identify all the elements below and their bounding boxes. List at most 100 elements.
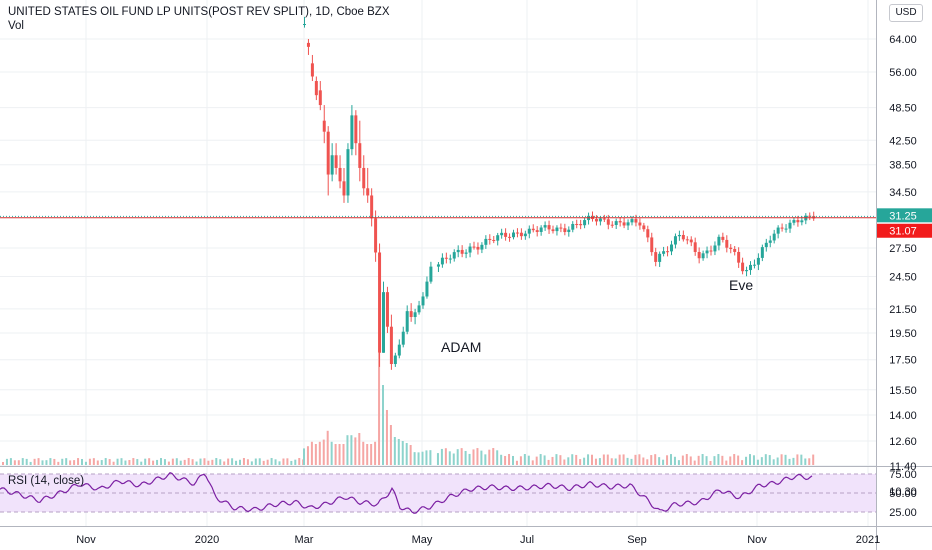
candle [314,81,318,96]
volume-bar [401,441,404,465]
volume-bar [239,459,241,465]
candle [693,242,697,252]
candle [618,221,622,223]
volume-bar [2,462,4,465]
candle [551,229,555,232]
volume-bar [594,458,597,465]
candle [354,115,358,144]
volume-bar [792,457,795,465]
volume-bar [602,454,605,465]
candle [705,250,709,254]
candle [563,228,567,233]
candle [729,247,733,250]
volume-bar [242,458,245,465]
candle [756,257,760,265]
volume-bar [598,458,601,465]
candle [662,251,666,254]
volume-bar [207,460,210,465]
volume-bar [555,454,558,465]
candle [670,244,673,252]
candle [413,312,417,318]
volume-bar [630,458,633,465]
volume-bar [370,444,373,465]
rsi-tick-label: 50.00 [889,488,917,500]
volume-bar [231,458,234,465]
price-tick-label: 64.00 [889,34,917,46]
chart-title: UNITED STATES OIL FUND LP UNITS(POST REV… [8,6,390,18]
volume-bar [160,458,162,465]
annotation-eve: Eve [729,277,754,293]
candle [496,235,500,241]
volume-bar [203,458,206,465]
candle [598,218,602,222]
volume-bar [812,454,815,465]
candle [737,251,741,263]
candle [760,247,764,258]
candle [622,222,626,226]
candle [405,311,409,332]
volume-bar [409,445,412,465]
volume-bar [298,458,301,465]
candle [468,246,472,253]
candle [713,245,717,252]
volume-bar [77,458,80,465]
candle [488,238,492,240]
volume-bar [144,458,147,465]
price-tick-label: 12.60 [889,436,917,448]
annotation-adam: ADAM [441,339,482,355]
candle [796,220,800,223]
volume-bar [266,459,269,465]
volume-bar [163,459,166,465]
volume-bar [191,459,194,465]
volume-bar [519,456,522,465]
candle [492,239,496,241]
currency-button[interactable]: USD [889,4,923,22]
volume-bar [535,456,538,465]
candle [342,181,346,196]
candle [717,236,721,246]
candle [421,296,425,306]
volume-bar [262,460,265,465]
volume-bar [547,459,550,465]
volume-bar [5,458,8,465]
volume-bar [9,458,12,465]
volume-bar [100,460,103,465]
volume-bar [646,459,649,465]
volume-bar [500,454,503,465]
volume-bar [662,459,665,465]
candle [689,239,693,243]
time-tick-label: Mar [295,534,314,546]
volume-bar [741,460,744,465]
volume-bar [808,458,811,465]
candle [504,232,508,237]
candle [306,42,310,47]
volume-bar [492,448,495,465]
volume-bar [393,437,396,465]
candle [330,155,334,175]
candle [654,252,658,262]
volume-bar [772,459,775,465]
rsi-legend: RSI (14, close) [8,475,85,487]
volume-bar [88,458,91,465]
volume-bar [389,425,392,465]
candle [500,232,504,236]
last-price-badge [877,208,932,223]
candle [630,219,634,223]
volume-label: Vol [8,20,24,32]
candle [370,195,374,219]
volume-bar [132,458,135,465]
price-tick-label: 48.50 [889,103,917,115]
volume-bar [92,458,95,465]
volume-bar [219,459,222,465]
candle [472,246,476,248]
candle [733,249,737,252]
candle [358,143,362,168]
volume-bar [764,454,767,465]
time-tick-label: Nov [747,534,767,546]
candle [378,252,382,353]
volume-bar [156,459,159,465]
candle [792,220,796,223]
volume-bar [788,458,791,465]
candle [480,244,484,250]
